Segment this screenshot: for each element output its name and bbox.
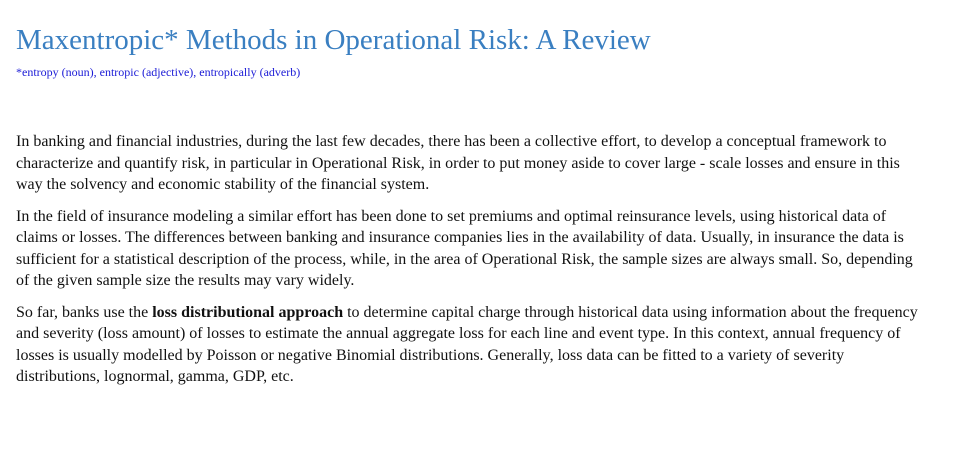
- article-body: In banking and financial industries, dur…: [16, 131, 926, 388]
- loss-distributional-approach-term: loss distributional approach: [152, 303, 344, 321]
- paragraph-insurance: In the field of insurance modeling a sim…: [16, 207, 913, 290]
- article-title-link[interactable]: Maxentropic* Methods in Operational Risk…: [16, 24, 651, 56]
- paragraph-lda-rest: to determine capital charge through hist…: [16, 303, 918, 386]
- paragraph-lda: So far, banks use the loss distributiona…: [16, 302, 926, 388]
- article-title[interactable]: Maxentropic* Methods in Operational Risk…: [16, 22, 926, 58]
- title-footnote: *entropy (noun), entropic (adjective), e…: [16, 65, 301, 79]
- paragraph-lda-lead: So far, banks use the: [16, 303, 153, 321]
- paragraph-intro: In banking and financial industries, dur…: [16, 133, 900, 193]
